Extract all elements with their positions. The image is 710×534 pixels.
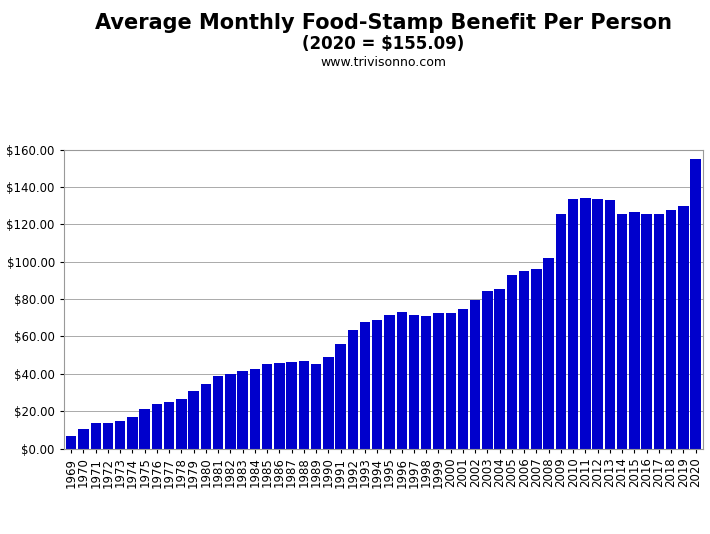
Bar <box>384 316 395 449</box>
Bar <box>690 159 701 449</box>
Bar <box>335 344 346 449</box>
Bar <box>470 300 481 449</box>
Bar <box>250 368 260 449</box>
Bar <box>274 363 285 449</box>
Bar <box>176 398 187 449</box>
Bar <box>213 376 224 449</box>
Bar <box>78 429 89 449</box>
Bar <box>592 199 603 449</box>
Bar <box>91 423 101 449</box>
Bar <box>262 365 273 449</box>
Bar <box>103 423 113 449</box>
Bar <box>323 357 334 449</box>
Bar <box>360 322 370 449</box>
Bar <box>519 271 530 449</box>
Bar <box>311 364 322 449</box>
Bar <box>666 210 676 449</box>
Bar <box>543 258 554 449</box>
Bar <box>299 360 309 449</box>
Bar <box>446 313 456 449</box>
Bar <box>641 214 652 449</box>
Bar <box>580 199 591 449</box>
Bar <box>568 199 579 449</box>
Bar <box>409 316 419 449</box>
Bar <box>617 214 628 449</box>
Bar <box>531 269 542 449</box>
Text: (2020 = $155.09): (2020 = $155.09) <box>302 35 464 53</box>
Bar <box>127 417 138 449</box>
Text: Average Monthly Food-Stamp Benefit Per Person: Average Monthly Food-Stamp Benefit Per P… <box>95 13 672 33</box>
Bar <box>507 275 517 449</box>
Bar <box>152 404 162 449</box>
Bar <box>237 371 248 449</box>
Bar <box>556 214 566 449</box>
Bar <box>494 289 505 449</box>
Bar <box>188 391 199 449</box>
Bar <box>397 312 407 449</box>
Bar <box>225 374 236 449</box>
Bar <box>201 384 211 449</box>
Bar <box>372 320 383 449</box>
Text: www.trivisonno.com: www.trivisonno.com <box>320 56 447 69</box>
Bar <box>421 316 432 449</box>
Bar <box>286 363 297 449</box>
Bar <box>164 403 175 449</box>
Bar <box>654 214 664 449</box>
Bar <box>66 436 77 449</box>
Bar <box>433 313 444 449</box>
Bar <box>678 206 689 449</box>
Bar <box>605 200 615 449</box>
Bar <box>348 330 358 449</box>
Bar <box>629 213 640 449</box>
Bar <box>115 421 126 449</box>
Bar <box>458 309 468 449</box>
Bar <box>139 409 150 449</box>
Bar <box>482 292 493 449</box>
